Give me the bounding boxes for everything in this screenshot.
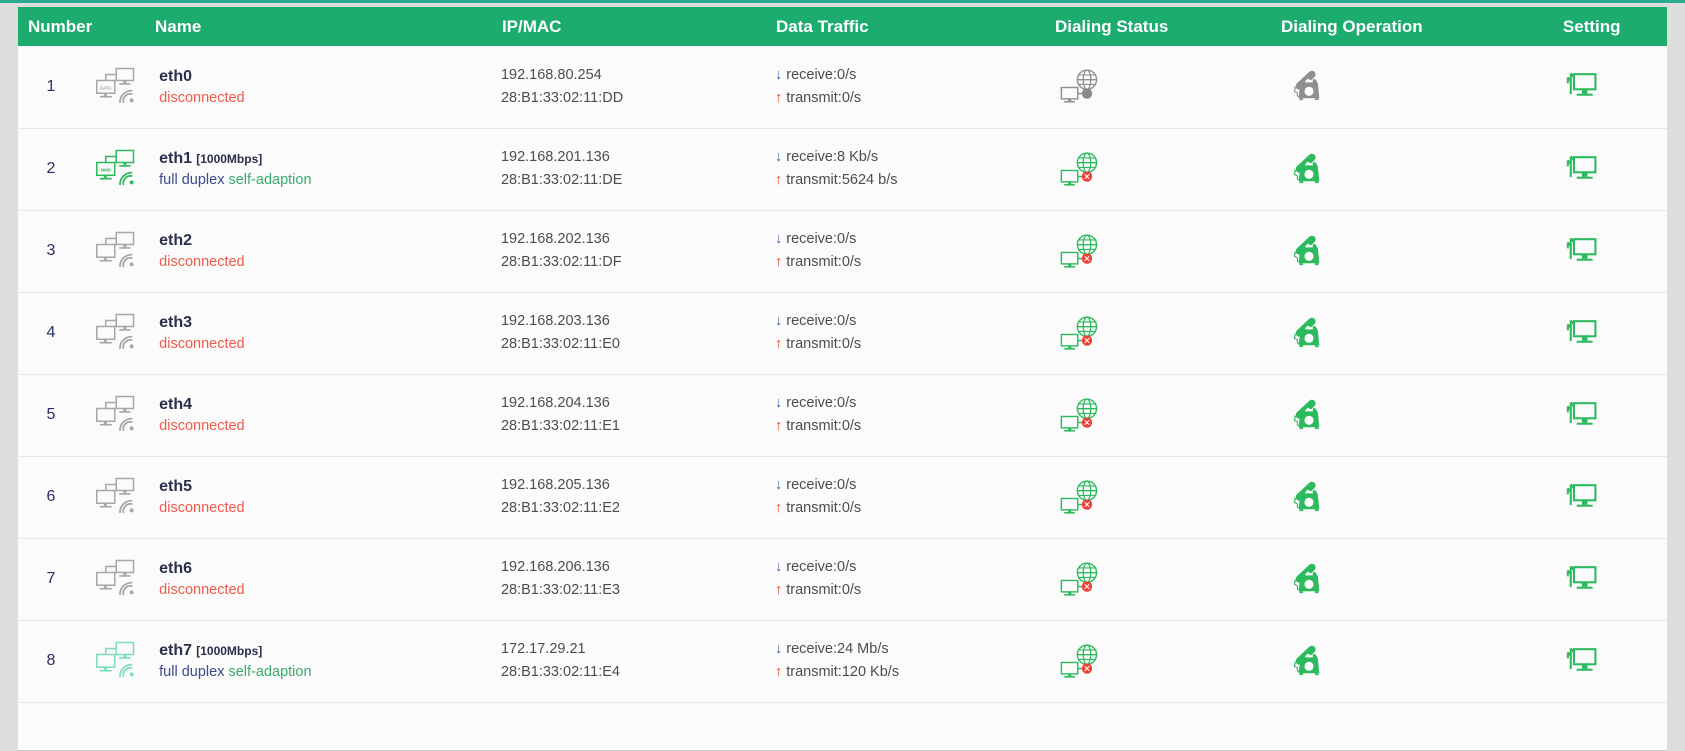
svg-text:NMS: NMS	[101, 168, 111, 174]
svg-text:DATA: DATA	[100, 85, 112, 91]
